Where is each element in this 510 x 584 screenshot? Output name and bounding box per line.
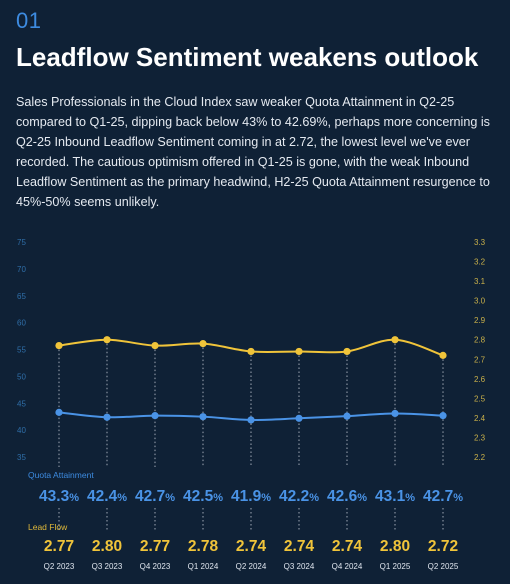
- quota-point: [199, 413, 207, 421]
- right-axis: 2.2 2.3 2.4 2.5 2.6 2.7 2.8 2.9 3.0 3.1 3.2 3.3: [474, 238, 486, 462]
- quota-point: [247, 416, 255, 424]
- quota-point: [151, 412, 159, 420]
- leadflow-value-label: 2.78: [188, 538, 219, 555]
- quota-value-label: 42.4%: [87, 488, 127, 505]
- left-tick-label: 70: [17, 265, 26, 274]
- value-labels: Quota Attainment Lead Flow 43.3% 2.77 Q2 202…: [28, 470, 463, 571]
- left-tick-label: 55: [17, 346, 26, 355]
- quota-value-label: 43.3%: [39, 488, 79, 505]
- quota-value-label: 42.6%: [327, 488, 367, 505]
- quota-value-label: 43.1%: [375, 488, 415, 505]
- quota-value-label: 42.7%: [135, 488, 175, 505]
- left-tick-label: 65: [17, 292, 26, 301]
- right-tick-label: 2.3: [474, 433, 486, 442]
- leadflow-value-label: 2.74: [284, 538, 315, 555]
- quota-value-label: 41.9%: [231, 488, 271, 505]
- category-label: Q3 2024: [284, 562, 315, 571]
- category-label: Q2 2024: [236, 562, 267, 571]
- quota-point: [343, 412, 351, 420]
- section-number: 01: [16, 8, 42, 33]
- leadflow-value-label: 2.77: [140, 538, 170, 555]
- leadflow-value-label: 2.77: [44, 538, 74, 555]
- left-tick-label: 50: [17, 372, 26, 381]
- leadflow-value-label: 2.74: [236, 538, 267, 555]
- category-label: Q1 2024: [188, 562, 219, 571]
- right-tick-label: 2.9: [474, 316, 486, 325]
- right-tick-label: 2.2: [474, 453, 486, 462]
- right-tick-label: 2.5: [474, 394, 486, 403]
- leadflow-point: [199, 340, 207, 348]
- category-label: Q4 2023: [140, 562, 171, 571]
- quota-point: [103, 413, 111, 421]
- quota-value-label: 42.5%: [183, 488, 223, 505]
- right-tick-label: 2.8: [474, 336, 486, 345]
- quota-point: [439, 412, 447, 420]
- leadflow-point: [343, 347, 351, 356]
- right-tick-label: 3.3: [474, 238, 486, 247]
- leadflow-value-label: 2.80: [92, 538, 122, 555]
- quota-point: [295, 414, 303, 422]
- series-points: [55, 336, 447, 424]
- quota-leadflow-chart: 35 40 45 50 55 60 65 70 75 2.2 2.3 2.4 2.5 2.6 2.7 2.8…: [17, 238, 486, 571]
- leadflow-point: [391, 336, 399, 344]
- leadflow-point: [103, 336, 111, 344]
- leadflow-value-label: 2.74: [332, 538, 363, 555]
- right-tick-label: 2.4: [474, 414, 486, 423]
- left-tick-label: 35: [17, 453, 26, 462]
- leadflow-point: [247, 347, 255, 356]
- right-tick-label: 3.1: [474, 277, 486, 286]
- quota-value-label: 42.2%: [279, 488, 319, 505]
- quota-series-label: Quota Attainment: [28, 470, 94, 480]
- quota-point: [55, 408, 63, 416]
- left-tick-label: 45: [17, 399, 26, 408]
- body-paragraph: Sales Professionals in the Cloud Index s…: [16, 95, 490, 209]
- right-tick-label: 2.7: [474, 355, 486, 364]
- category-label: Q2 2025: [428, 562, 459, 571]
- leadflow-point: [151, 341, 159, 350]
- leadflow-point: [439, 351, 447, 359]
- right-tick-label: 3.2: [474, 258, 486, 267]
- category-label: Q4 2024: [332, 562, 363, 571]
- left-tick-label: 75: [17, 238, 26, 247]
- category-label: Q1 2025: [380, 562, 411, 571]
- right-tick-label: 2.6: [474, 375, 486, 384]
- left-axis: 35 40 45 50 55 60 65 70 75: [17, 238, 26, 462]
- leadflow-series-label: Lead Flow: [28, 522, 68, 532]
- left-tick-label: 40: [17, 426, 26, 435]
- leadflow-value-label: 2.80: [380, 538, 410, 555]
- left-tick-label: 60: [17, 319, 26, 328]
- page-title: Leadflow Sentiment weakens outlook: [16, 42, 479, 72]
- quota-point: [391, 409, 399, 418]
- category-label: Q2 2023: [44, 562, 75, 571]
- leadflow-point: [55, 341, 63, 350]
- leadflow-value-label: 2.72: [428, 538, 458, 555]
- right-tick-label: 3.0: [474, 297, 486, 306]
- leadflow-point: [295, 347, 303, 356]
- guide-lines: [58, 339, 444, 532]
- quota-value-label: 42.7%: [423, 488, 463, 505]
- category-label: Q3 2023: [92, 562, 123, 571]
